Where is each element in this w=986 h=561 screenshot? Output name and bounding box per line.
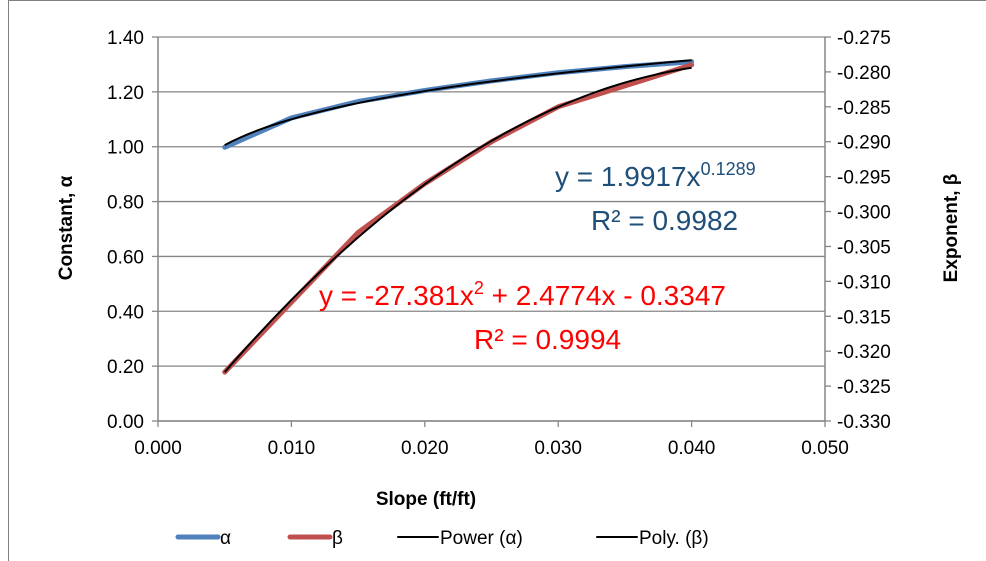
y2-tick-label: -0.290 <box>837 133 891 154</box>
y2-tick-label: -0.310 <box>837 272 891 293</box>
series-line-alpha <box>222 59 695 150</box>
poly-equation-exponent: 2 <box>474 278 484 298</box>
x-tick-label: 0.020 <box>401 438 449 459</box>
y-axis-left-title: Constant, α <box>56 175 77 280</box>
y-tick-label: 0.80 <box>107 193 144 214</box>
x-tick-label: 0.030 <box>534 438 582 459</box>
y-axis-left: 0.00 0.20 0.40 0.60 0.80 1.00 1.20 1.40 <box>107 28 158 433</box>
x-tick-label: 0.010 <box>268 438 316 459</box>
poly-equation: y = -27.381x2 + 2.4774x - 0.3347 <box>319 278 726 311</box>
y2-tick-label: -0.325 <box>837 377 891 398</box>
y2-tick-label: -0.305 <box>837 237 891 258</box>
legend-label: Power (α) <box>440 528 523 549</box>
x-tick-label: 0.050 <box>801 438 849 459</box>
series-line-beta <box>222 62 695 375</box>
legend-label: β <box>332 528 343 549</box>
frame-top-border <box>8 0 986 1</box>
power-equation-base: y = 1.9917x <box>555 161 701 192</box>
x-axis-title: Slope (ft/ft) <box>376 489 476 510</box>
legend-item-beta: β <box>287 528 343 549</box>
power-equation: y = 1.9917x0.1289 <box>555 159 756 192</box>
y-tick-label: 0.20 <box>107 357 144 378</box>
poly-equation-rest: + 2.4774x - 0.3347 <box>484 280 726 311</box>
y-tick-label: 1.40 <box>107 28 144 49</box>
power-r-squared: R² = 0.9982 <box>591 205 738 236</box>
series-layer <box>222 59 695 375</box>
y2-tick-label: -0.315 <box>837 307 891 328</box>
trendline-poly2 <box>223 66 692 373</box>
x-tick-label: 0.000 <box>134 438 182 459</box>
trendline-power <box>224 59 692 146</box>
legend-item-power-alpha: Power (α) <box>397 528 523 549</box>
poly-r-squared: R² = 0.9994 <box>474 324 621 355</box>
y2-tick-label: -0.280 <box>837 63 891 84</box>
y-tick-label: 0.40 <box>107 302 144 323</box>
frame-left-border <box>8 0 9 561</box>
y2-tick-label: -0.275 <box>837 28 891 49</box>
y2-tick-label: -0.330 <box>837 412 891 433</box>
power-equation-exponent: 0.1289 <box>701 159 756 179</box>
y-tick-label: 1.00 <box>107 138 144 159</box>
y2-tick-label: -0.285 <box>837 98 891 119</box>
y-tick-label: 1.20 <box>107 83 144 104</box>
legend-label: α <box>220 528 231 549</box>
legend-label: Poly. (β) <box>639 528 709 549</box>
x-axis: 0.000 0.010 0.020 0.030 0.040 0.050 <box>134 421 849 459</box>
y2-tick-label: -0.300 <box>837 203 891 224</box>
y-tick-label: 0.00 <box>107 412 144 433</box>
poly-equation-base: y = -27.381x <box>319 280 474 311</box>
y-axis-right-title: Exponent, β <box>941 174 962 283</box>
y2-tick-label: -0.320 <box>837 342 891 363</box>
legend: α β Power (α) Poly. (β) <box>175 528 709 549</box>
x-tick-label: 0.040 <box>668 438 716 459</box>
y-axis-right: -0.330 -0.325 -0.320 -0.315 -0.310 -0.305 -0.3… <box>825 28 891 433</box>
legend-item-alpha: α <box>175 528 231 549</box>
y-tick-label: 0.60 <box>107 247 144 268</box>
y2-tick-label: -0.295 <box>837 168 891 189</box>
legend-item-poly-beta: Poly. (β) <box>596 528 709 549</box>
